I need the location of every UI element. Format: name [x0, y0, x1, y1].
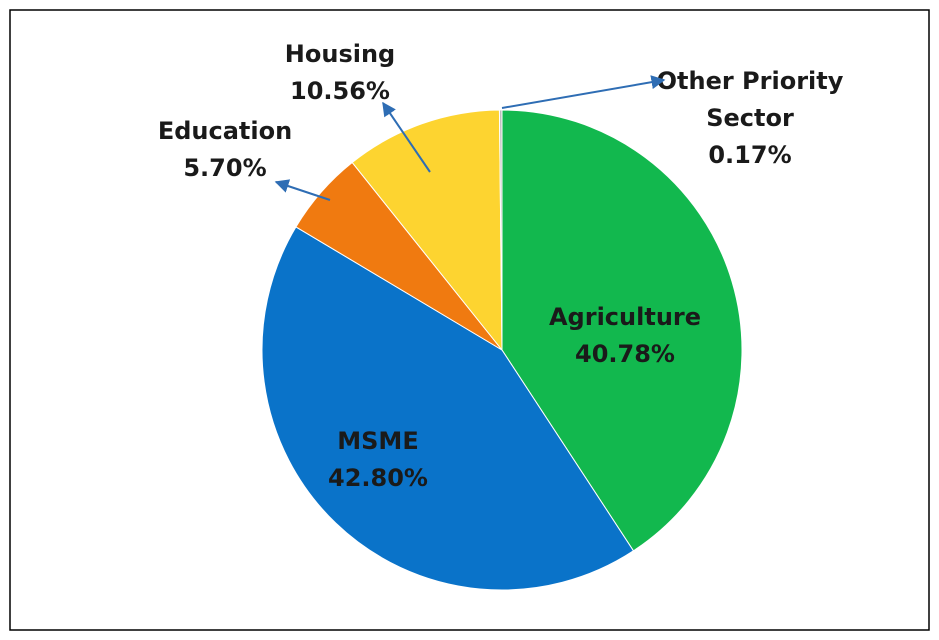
- slice-value-label: 0.17%: [708, 141, 791, 169]
- labels: Agriculture 40.78% MSME 42.80% Education 5.70…: [158, 40, 844, 492]
- slice-value-label: 5.70%: [183, 154, 266, 182]
- pie-slice: [261, 226, 635, 591]
- leader-arrow: [382, 101, 431, 173]
- slice-label: Other Priority Sector: [657, 67, 844, 132]
- pie-slice: [501, 109, 743, 552]
- pie-slice: [498, 109, 503, 351]
- pie: [261, 109, 743, 591]
- slice-value-label: 42.80%: [328, 464, 428, 492]
- pie-slice: [351, 109, 503, 352]
- slice-label: Agriculture: [549, 303, 701, 331]
- slice-value-label: 10.56%: [290, 77, 390, 105]
- slice-label: Education: [158, 117, 292, 145]
- slice-label: Housing: [285, 40, 395, 68]
- leader-arrow: [274, 179, 331, 201]
- slice-label: MSME: [337, 427, 418, 455]
- leader-arrow: [501, 75, 666, 109]
- slice-value-label: 40.78%: [575, 340, 675, 368]
